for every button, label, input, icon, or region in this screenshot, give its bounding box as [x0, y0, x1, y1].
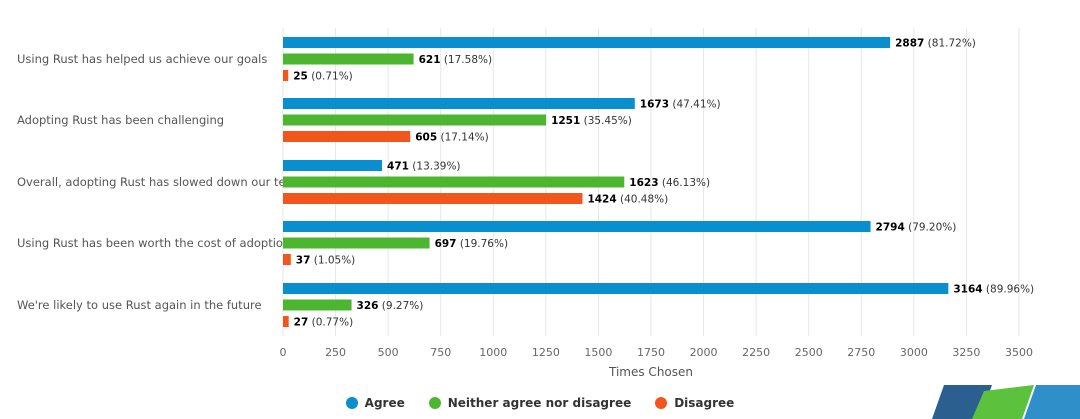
data-label-value: 1251 — [551, 115, 580, 127]
category-label: We're likely to use Rust again in the fu… — [17, 298, 262, 312]
category-label: Using Rust has been worth the cost of ad… — [17, 236, 290, 250]
x-axis-title: Times Chosen — [608, 365, 693, 379]
data-label: 1424 (40.48%) — [587, 194, 668, 206]
data-label: 2887 (81.72%) — [895, 38, 976, 50]
x-tick-label: 1250 — [532, 346, 560, 359]
category-label: Adopting Rust has been challenging — [17, 113, 224, 127]
data-label: 25 (0.71%) — [293, 71, 353, 83]
bar — [283, 114, 547, 126]
bar — [283, 254, 291, 265]
data-label-percent: (1.05%) — [310, 255, 355, 267]
x-tick-label: 500 — [378, 346, 399, 359]
x-tick-label: 0 — [280, 346, 287, 359]
data-label-percent: (35.45%) — [580, 115, 632, 127]
data-label-value: 27 — [294, 317, 309, 329]
x-tick-label: 2000 — [690, 346, 718, 359]
data-label-percent: (47.41%) — [669, 99, 721, 111]
bar — [283, 98, 635, 109]
data-label-value: 37 — [296, 255, 311, 267]
data-label-value: 1623 — [629, 177, 658, 189]
x-tick-label: 3000 — [900, 346, 928, 359]
bars — [283, 37, 949, 327]
legend-item[interactable]: Disagree — [655, 396, 734, 410]
category-labels: Using Rust has helped us achieve our goa… — [17, 52, 304, 312]
data-label: 471 (13.39%) — [387, 161, 461, 173]
legend-item[interactable]: Neither agree nor disagree — [428, 396, 632, 410]
data-label-value: 3164 — [953, 284, 982, 296]
legend-label: Agree — [364, 396, 405, 410]
bar — [283, 283, 949, 294]
data-labels: 2887 (81.72%) 621 (17.58%) 25 (0.71%) 1673 … — [293, 38, 1034, 329]
data-label-percent: (19.76%) — [456, 238, 508, 250]
bar — [283, 221, 871, 232]
data-label: 1673 (47.41%) — [640, 99, 721, 111]
data-label-percent: (46.13%) — [659, 177, 711, 189]
data-label-value: 25 — [293, 71, 308, 83]
data-label-value: 2887 — [895, 38, 924, 50]
data-label: 3164 (89.96%) — [953, 284, 1034, 296]
data-label: 37 (1.05%) — [296, 255, 356, 267]
x-tick-label: 3250 — [952, 346, 980, 359]
data-label-value: 1424 — [587, 194, 616, 206]
x-tick-label: 250 — [325, 346, 346, 359]
data-label-percent: (81.72%) — [924, 38, 976, 50]
legend-marker — [345, 397, 358, 409]
chart: Using Rust has helped us achieve our goa… — [17, 28, 1034, 379]
data-label: 27 (0.77%) — [294, 317, 354, 329]
data-label: 621 (17.58%) — [419, 54, 493, 66]
x-tick-label: 3500 — [1005, 346, 1033, 359]
bar — [283, 70, 289, 81]
data-label: 697 (19.76%) — [435, 238, 509, 250]
data-label-percent: (0.71%) — [308, 71, 353, 83]
data-label-percent: (13.39%) — [409, 161, 461, 173]
bar — [283, 237, 430, 249]
data-label-value: 2794 — [876, 222, 905, 234]
data-label-value: 621 — [419, 54, 441, 66]
category-label: Using Rust has helped us achieve our goa… — [17, 52, 267, 66]
data-label: 2794 (79.20%) — [876, 222, 957, 234]
x-tick-label: 1500 — [584, 346, 612, 359]
data-label-percent: (9.27%) — [378, 300, 423, 312]
legend-marker — [428, 397, 441, 409]
bar — [283, 160, 383, 171]
bar — [283, 131, 411, 142]
data-label-percent: (0.77%) — [308, 317, 353, 329]
data-label: 605 (17.14%) — [415, 132, 489, 144]
legend-item[interactable]: Agree — [345, 396, 405, 410]
data-label-percent: (40.48%) — [617, 194, 669, 206]
legend-label: Neither agree nor disagree — [447, 396, 632, 410]
x-tick-label: 2500 — [795, 346, 823, 359]
x-tick-labels: 0 250 500 750 1000 1250 1500 1750 2000 2250 2500 27… — [280, 346, 1034, 359]
data-label-value: 471 — [387, 161, 409, 173]
bar — [283, 193, 583, 204]
bar — [283, 316, 289, 327]
bar — [283, 176, 625, 188]
x-tick-label: 1750 — [637, 346, 665, 359]
x-tick-label: 2750 — [847, 346, 875, 359]
legend: Agree Neither agree nor disagree Disagree — [0, 396, 1080, 410]
bar — [283, 37, 891, 48]
data-label-value: 326 — [357, 300, 379, 312]
logo — [932, 385, 1080, 419]
data-label-percent: (17.14%) — [437, 132, 489, 144]
data-label: 326 (9.27%) — [357, 300, 424, 312]
data-label-value: 605 — [415, 132, 437, 144]
category-label: Overall, adopting Rust has slowed down o… — [17, 175, 304, 189]
data-label-percent: (89.96%) — [983, 284, 1035, 296]
data-label-value: 697 — [435, 238, 457, 250]
data-label: 1623 (46.13%) — [629, 177, 710, 189]
bar — [283, 299, 352, 311]
legend-label: Disagree — [674, 396, 735, 410]
legend-marker — [655, 397, 668, 409]
bar — [283, 53, 414, 65]
x-tick-label: 2250 — [742, 346, 770, 359]
x-tick-label: 1000 — [479, 346, 507, 359]
data-label: 1251 (35.45%) — [551, 115, 632, 127]
data-label-percent: (17.58%) — [441, 54, 493, 66]
data-label-percent: (79.20%) — [905, 222, 957, 234]
data-label-value: 1673 — [640, 99, 669, 111]
x-tick-label: 750 — [430, 346, 451, 359]
